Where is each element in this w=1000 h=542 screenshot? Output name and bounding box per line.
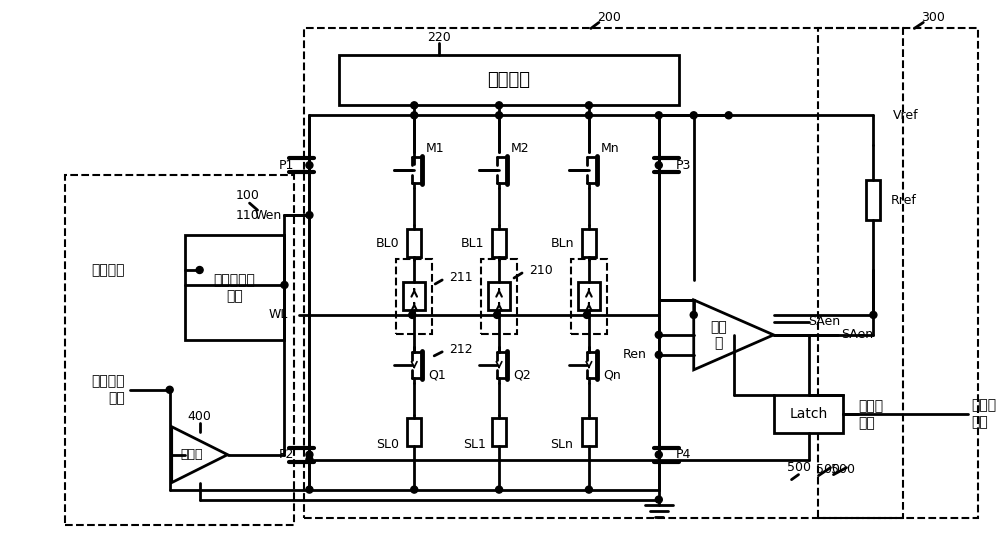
Circle shape: [585, 112, 592, 119]
Circle shape: [409, 312, 416, 318]
Circle shape: [655, 351, 662, 358]
Text: Q2: Q2: [513, 369, 531, 382]
Text: M1: M1: [426, 141, 445, 154]
Circle shape: [655, 451, 662, 458]
Circle shape: [281, 281, 288, 288]
Text: Rref: Rref: [890, 193, 916, 207]
Bar: [866, 180, 880, 220]
Circle shape: [496, 486, 503, 493]
Text: SAen: SAen: [841, 328, 874, 341]
Text: 220: 220: [427, 31, 451, 44]
Circle shape: [870, 312, 877, 318]
Text: M2: M2: [511, 141, 530, 154]
Circle shape: [306, 456, 313, 463]
Polygon shape: [172, 427, 228, 482]
Circle shape: [306, 211, 313, 218]
Text: BL0: BL0: [376, 236, 399, 249]
Text: 写控制逻辑
电路: 写控制逻辑 电路: [214, 273, 256, 303]
Bar: [403, 282, 425, 310]
Text: SL0: SL0: [376, 438, 399, 451]
Text: Qn: Qn: [603, 369, 621, 382]
Circle shape: [585, 102, 592, 109]
Bar: [65, 175, 294, 525]
Text: BL1: BL1: [461, 236, 484, 249]
Text: P4: P4: [676, 448, 691, 461]
Text: 放大
器: 放大 器: [710, 320, 727, 350]
Bar: [578, 282, 600, 310]
Circle shape: [690, 112, 697, 119]
Bar: [396, 259, 432, 334]
Circle shape: [655, 162, 662, 169]
Text: 比较器: 比较器: [180, 448, 203, 461]
Bar: [582, 418, 596, 446]
Text: Vref: Vref: [893, 109, 919, 122]
Bar: [407, 229, 421, 257]
Text: 210: 210: [529, 263, 553, 276]
Bar: [492, 229, 506, 257]
Circle shape: [725, 112, 732, 119]
Bar: [774, 395, 843, 433]
Bar: [339, 55, 679, 105]
Bar: [582, 229, 596, 257]
Text: SLn: SLn: [550, 438, 573, 451]
Circle shape: [583, 312, 590, 318]
Bar: [481, 259, 517, 334]
Text: 列选择器: 列选择器: [488, 72, 531, 89]
Text: 400: 400: [188, 410, 212, 423]
Text: 数据读
出端: 数据读 出端: [971, 398, 996, 429]
Text: 212: 212: [449, 343, 473, 356]
Circle shape: [166, 386, 173, 393]
Circle shape: [690, 312, 697, 318]
Text: Ren: Ren: [623, 349, 647, 362]
Bar: [185, 235, 284, 340]
Circle shape: [196, 267, 203, 274]
Text: 写使能端: 写使能端: [91, 263, 125, 277]
Text: 500: 500: [787, 461, 811, 474]
Text: WL: WL: [268, 308, 287, 321]
Text: SAen: SAen: [809, 315, 841, 328]
Circle shape: [496, 112, 503, 119]
Bar: [407, 418, 421, 446]
Circle shape: [306, 451, 313, 458]
Circle shape: [306, 486, 313, 493]
Text: Wen: Wen: [254, 209, 281, 222]
Circle shape: [411, 112, 418, 119]
Bar: [818, 28, 978, 518]
Circle shape: [411, 102, 418, 109]
Bar: [488, 282, 510, 310]
Text: SL1: SL1: [463, 438, 486, 451]
Bar: [492, 418, 506, 446]
Text: 数据输入
入端: 数据输入 入端: [91, 375, 125, 405]
Text: P3: P3: [676, 159, 691, 172]
Circle shape: [585, 486, 592, 493]
Circle shape: [655, 112, 662, 119]
Text: 100: 100: [236, 189, 259, 202]
Text: Mn: Mn: [601, 141, 620, 154]
Circle shape: [655, 331, 662, 338]
Text: 500: 500: [816, 463, 840, 476]
Text: Latch: Latch: [789, 406, 828, 421]
Text: 300: 300: [921, 11, 945, 24]
Circle shape: [655, 496, 662, 503]
Polygon shape: [694, 300, 774, 370]
Text: P2: P2: [279, 448, 294, 461]
Text: Q1: Q1: [428, 369, 446, 382]
Text: 500: 500: [831, 463, 855, 476]
Circle shape: [494, 312, 501, 318]
Text: P1: P1: [279, 159, 294, 172]
Text: 200: 200: [597, 11, 621, 24]
Bar: [304, 28, 903, 518]
Text: BLn: BLn: [550, 236, 574, 249]
Text: 211: 211: [449, 272, 473, 285]
Text: 110: 110: [236, 209, 259, 222]
Text: 数据读
出端: 数据读 出端: [858, 399, 884, 430]
Circle shape: [306, 162, 313, 169]
Circle shape: [411, 486, 418, 493]
Circle shape: [496, 102, 503, 109]
Bar: [571, 259, 607, 334]
